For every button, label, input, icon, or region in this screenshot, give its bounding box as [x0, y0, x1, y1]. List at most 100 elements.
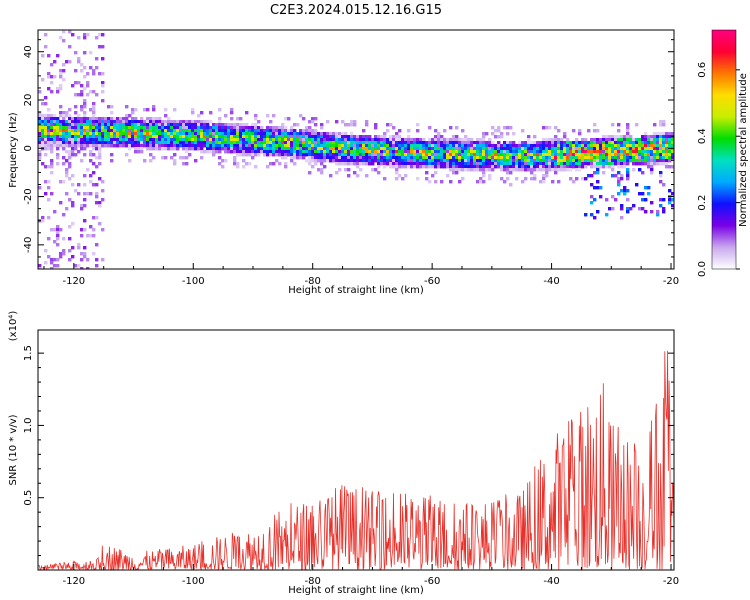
spectrogram-cell	[452, 156, 456, 160]
spectrogram-cell	[476, 156, 480, 160]
spectrogram-cell	[272, 135, 276, 139]
spectrogram-cell	[116, 138, 120, 142]
spectrogram-cell	[38, 156, 42, 160]
spectrogram-cell	[197, 141, 201, 145]
spectrogram-cell	[38, 150, 42, 154]
spectrogram-cell	[203, 141, 207, 145]
spectrogram-cell	[290, 141, 294, 145]
spectrogram-cell	[635, 123, 639, 127]
spectrogram-cell	[50, 150, 54, 154]
spectrogram-cell	[95, 135, 99, 139]
spectrogram-cell	[92, 171, 96, 175]
spectrogram-cell	[212, 150, 216, 154]
spectrogram-cell	[503, 150, 507, 154]
spectrogram-cell	[560, 138, 564, 142]
spectrogram-cell	[350, 144, 354, 148]
spectrogram-cell	[158, 135, 162, 139]
spectrogram-cell	[332, 153, 336, 157]
spectrogram-cell	[125, 132, 129, 136]
spectrogram-cell	[377, 153, 381, 157]
spectrogram-cell	[116, 135, 120, 139]
spectrogram-cell	[506, 153, 510, 157]
spectrogram-cell	[401, 165, 405, 169]
spectrogram-cell	[551, 180, 555, 184]
spectrogram-cell	[95, 243, 99, 247]
spectrogram-cell	[605, 153, 609, 157]
spectrogram-cell	[83, 255, 87, 259]
spectrogram-cell	[569, 141, 573, 145]
spectrogram-cell	[605, 147, 609, 151]
spectrogram-cell	[515, 159, 519, 163]
spectrogram-cell	[581, 177, 585, 181]
spectrogram-cell	[455, 165, 459, 169]
spectrogram-cell	[587, 174, 591, 178]
spectrogram-cell	[170, 135, 174, 139]
spectrogram-cell	[158, 147, 162, 151]
spectrogram-cell	[131, 132, 135, 136]
spectrogram-cell	[47, 129, 51, 133]
spectrogram-cell	[587, 156, 591, 160]
spectrogram-cell	[62, 117, 66, 121]
spectrogram-cell	[44, 138, 48, 142]
spectrogram-cell	[356, 141, 360, 145]
spectrogram-cell	[491, 168, 495, 172]
spectrogram-cell	[479, 138, 483, 142]
spectrogram-cell	[608, 156, 612, 160]
spectrogram-cell	[224, 132, 228, 136]
spectrogram-cell	[377, 162, 381, 166]
spectrogram-cell	[428, 144, 432, 148]
spectrogram-cell	[455, 135, 459, 139]
spectrogram-cell	[521, 144, 525, 148]
spectrogram-cell	[434, 144, 438, 148]
spectrogram-cell	[605, 198, 609, 202]
spectrogram-cell	[548, 126, 552, 130]
spectrogram-cell	[86, 129, 90, 133]
spectrogram-cell	[212, 126, 216, 130]
spectrogram-cell	[167, 138, 171, 142]
spectrogram-cell	[500, 156, 504, 160]
spectrogram-cell	[389, 141, 393, 145]
spectrogram-cell	[338, 144, 342, 148]
spectrogram-cell	[653, 144, 657, 148]
spectrogram-cell	[224, 141, 228, 145]
spectrogram-cell	[356, 165, 360, 169]
spectrogram-cell	[605, 156, 609, 160]
spectrogram-cell	[56, 141, 60, 145]
spectrogram-cell	[170, 147, 174, 151]
spectrogram-cell	[392, 162, 396, 166]
spectrogram-cell	[395, 171, 399, 175]
spectrogram-cell	[575, 147, 579, 151]
spectrogram-cell	[62, 237, 66, 241]
spectrogram-cell	[98, 138, 102, 142]
spectrogram-cell	[146, 120, 150, 124]
spectrogram-cell	[47, 114, 51, 118]
spectrogram-cell	[149, 153, 153, 157]
spectrogram-cell	[275, 159, 279, 163]
spectrogram-cell	[146, 132, 150, 136]
spectrogram-cell	[413, 147, 417, 151]
spectrogram-cell	[431, 153, 435, 157]
spectrogram-cell	[524, 144, 528, 148]
spectrogram-cell	[500, 162, 504, 166]
spectrogram-cell	[602, 165, 606, 169]
spectrogram-cell	[59, 120, 63, 124]
spectrogram-cell	[464, 156, 468, 160]
spectrogram-cell	[86, 135, 90, 139]
spectrogram-cell	[65, 174, 69, 178]
spectrogram-cell	[83, 114, 87, 118]
spectrogram-cell	[473, 159, 477, 163]
spectrogram-cell	[542, 126, 546, 130]
spectrogram-cell	[314, 144, 318, 148]
spectrogram-cell	[458, 180, 462, 184]
spectrogram-cell	[176, 144, 180, 148]
spectrogram-cell	[617, 171, 621, 175]
spectrogram-cell	[92, 147, 96, 151]
spectrogram-cell	[443, 129, 447, 133]
spectrogram-cell	[464, 144, 468, 148]
spectrogram-cell	[500, 144, 504, 148]
spectrogram-cell	[47, 54, 51, 58]
spectrogram-cell	[353, 162, 357, 166]
spectrogram-cell	[185, 135, 189, 139]
spectrogram-cell	[653, 159, 657, 163]
